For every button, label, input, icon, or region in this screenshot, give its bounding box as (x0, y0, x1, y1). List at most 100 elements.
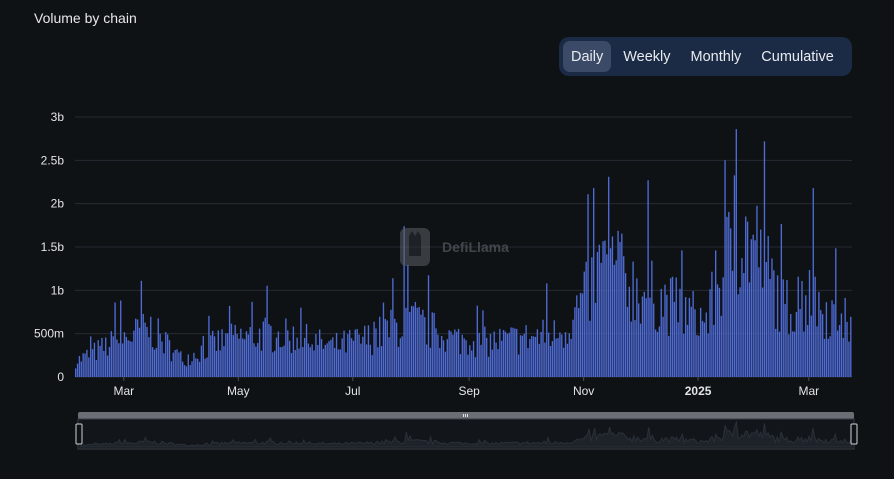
volume-bar (831, 300, 833, 377)
volume-bar (345, 352, 347, 377)
volume-bar (328, 341, 330, 377)
volume-bar (553, 320, 555, 377)
volume-bar (459, 354, 462, 377)
volume-bar (549, 346, 552, 377)
volume-bar (242, 338, 244, 377)
volume-bar (542, 319, 544, 377)
volume-bar (369, 344, 372, 377)
volume-bar (797, 276, 799, 377)
volume-bar (760, 229, 762, 377)
volume-bar (534, 336, 537, 377)
volume-bar (784, 304, 786, 377)
volume-bar (450, 331, 452, 377)
volume-bar (99, 345, 101, 377)
volume-bar (808, 270, 811, 377)
y-tick-label: 500m (34, 327, 64, 341)
range-slider[interactable] (75, 412, 858, 450)
volume-bar (324, 344, 326, 377)
monthly-toggle-button[interactable]: Monthly (690, 48, 742, 65)
volume-bar (108, 347, 111, 377)
x-axis-ticks: Mar May Jul Sep Nov 2025 Mar (113, 377, 819, 398)
volume-bar (165, 332, 167, 377)
range-slider-grip-icon[interactable] (463, 414, 468, 417)
volume-bar (281, 346, 283, 377)
volume-bar (227, 333, 229, 377)
volume-bar (386, 320, 388, 377)
volume-bar (806, 325, 809, 377)
volume-bar (615, 260, 617, 377)
volume-bar (125, 336, 128, 377)
volume-bar (251, 301, 253, 377)
bar-series (75, 129, 852, 377)
volume-bar (75, 368, 77, 377)
volume-bar (810, 315, 813, 377)
volume-bar (469, 345, 471, 377)
volume-bar (105, 337, 107, 377)
volume-bar (510, 327, 512, 377)
volume-bar (127, 340, 129, 377)
volume-bar (200, 345, 203, 377)
x-tick-label: Sep (458, 384, 480, 398)
volume-bar (594, 302, 597, 377)
volume-bar (576, 295, 578, 377)
volume-bar (217, 330, 219, 377)
volume-bar (305, 323, 308, 377)
volume-bar (564, 332, 567, 377)
volume-bar (673, 301, 676, 377)
llama-head-shape (409, 231, 421, 256)
volume-bar (577, 308, 580, 377)
volume-bar (440, 335, 443, 377)
volume-bar (410, 305, 413, 377)
defillama-watermark: DefiLlama (400, 228, 509, 266)
volume-bar (412, 306, 415, 377)
weekly-toggle-button[interactable]: Weekly (623, 48, 671, 65)
volume-bar (243, 339, 246, 377)
volume-bar (212, 330, 214, 377)
volume-bar (349, 329, 351, 377)
volume-bar (820, 310, 822, 377)
volume-bar (698, 335, 700, 377)
volume-bar (486, 337, 488, 377)
daily-toggle-button[interactable]: Daily (563, 41, 612, 72)
volume-bar (394, 318, 396, 377)
volume-bar (829, 336, 831, 377)
volume-bar (517, 354, 520, 377)
volume-bar (722, 277, 724, 377)
volume-bar (144, 322, 146, 377)
volume-bar (135, 318, 137, 377)
volume-bar (288, 340, 291, 377)
volume-bar (123, 332, 126, 377)
range-slider-preview-area (79, 420, 853, 448)
volume-bar (317, 344, 319, 377)
volume-bar (776, 275, 779, 377)
volume-bar (720, 315, 722, 377)
volume-bar (624, 273, 627, 377)
timeframe-toggle-group: Daily Weekly Monthly Cumulative (559, 37, 852, 76)
volume-bar (93, 342, 96, 377)
range-slider-left-handle[interactable] (75, 423, 83, 445)
volume-bar (482, 310, 484, 377)
volume-bar (499, 328, 501, 377)
volume-bar (844, 297, 846, 377)
volume-bar (266, 285, 268, 377)
volume-bar (471, 350, 473, 377)
volume-bar (767, 236, 769, 377)
volume-bar (234, 324, 236, 377)
volume-bar (78, 355, 81, 377)
y-tick-label: 2.5b (41, 153, 65, 167)
volume-bar (461, 334, 463, 377)
volume-bar (208, 315, 210, 377)
cumulative-toggle-button[interactable]: Cumulative (761, 48, 834, 65)
volume-bar (187, 354, 189, 377)
volume-bar (679, 288, 681, 377)
volume-bar (283, 345, 285, 377)
range-slider-right-handle[interactable] (850, 423, 858, 445)
y-axis-ticks: 0 500m 1b 1.5b 2b 2.5b 3b (34, 110, 64, 384)
volume-bar (120, 300, 122, 377)
volume-bar (373, 321, 375, 377)
volume-bar (540, 331, 542, 377)
volume-bar (245, 331, 248, 377)
volume-bar (653, 303, 655, 377)
volume-bar (273, 350, 276, 377)
volume-bar (352, 340, 355, 377)
